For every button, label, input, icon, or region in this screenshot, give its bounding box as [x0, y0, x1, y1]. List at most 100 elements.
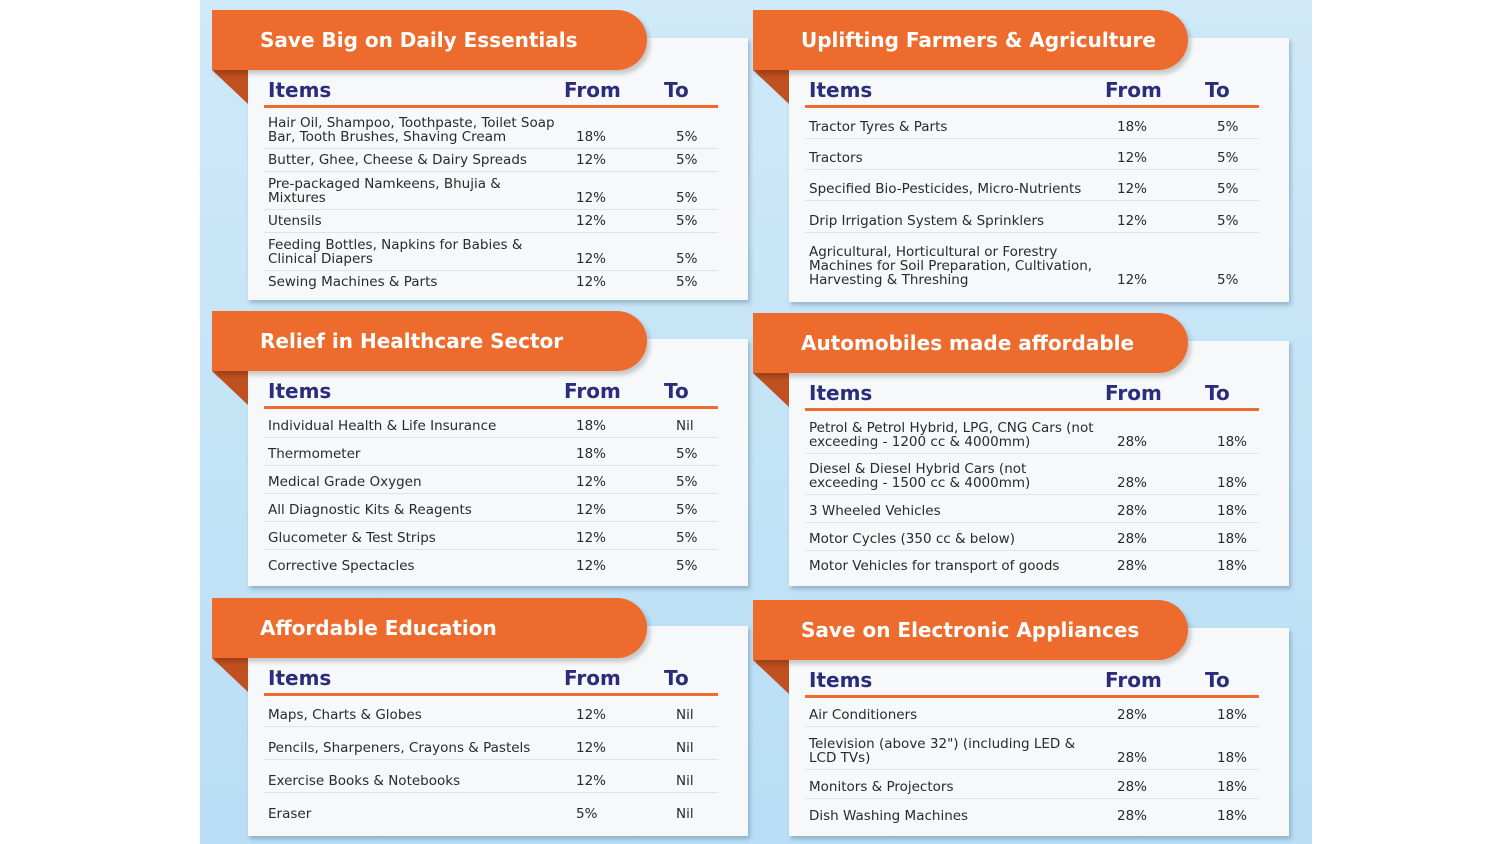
banner-fold-decoration: [212, 371, 248, 405]
column-header-to: To: [664, 77, 689, 102]
rate-from: 28%: [1117, 807, 1148, 824]
rate-to: Nil: [676, 772, 694, 789]
rate-to: 5%: [676, 274, 698, 291]
table-row: Motor Vehicles for transport of goods 28%…: [805, 556, 1259, 577]
rate-from: 12%: [1117, 272, 1148, 289]
item-name: Exercise Books & Notebooks: [268, 772, 461, 789]
banner-fold-decoration: [753, 373, 789, 407]
table-header: Items From To: [264, 662, 718, 696]
column-header-from: From: [564, 378, 621, 403]
rate-to: 18%: [1217, 475, 1248, 492]
section-6: Save on Electronic Appliances Items From To…: [753, 600, 1289, 836]
table-row: Specified Bio-Pesticides, Micro-Nutrient…: [805, 179, 1259, 202]
table-header: Items From To: [264, 74, 718, 108]
rate-from: 28%: [1117, 558, 1148, 575]
rate-from: 12%: [576, 213, 607, 230]
item-name: Tractors: [809, 150, 863, 167]
table-row: Hair Oil, Shampoo, Toothpaste, Toilet So…: [264, 113, 718, 149]
rate-to: 5%: [676, 502, 698, 518]
item-name: Pre-packaged Namkeens, Bhujia & Mixtures: [268, 175, 501, 206]
rate-from: 12%: [576, 740, 607, 757]
rate-table: Items From To Individual Health & Life Insu…: [264, 375, 718, 580]
column-header-to: To: [1205, 667, 1230, 692]
column-header-items: Items: [268, 378, 332, 403]
rate-to: Nil: [676, 740, 694, 757]
rate-to: 5%: [676, 530, 698, 546]
table-row: Tractor Tyres & Parts 18% 5%: [805, 117, 1259, 139]
rate-from: 5%: [576, 805, 598, 822]
table-row: Diesel & Diesel Hybrid Cars (not exceedi…: [805, 459, 1259, 496]
section-title-banner: Automobiles made affordable: [753, 313, 1188, 373]
rate-to: 5%: [676, 128, 698, 145]
item-name: Television (above 32") (including LED & …: [809, 736, 1076, 767]
section-title-banner: Save Big on Daily Essentials: [212, 10, 647, 70]
banner-fold-decoration: [212, 70, 248, 104]
table-row: Butter, Ghee, Cheese & Dairy Spreads 12% 5…: [264, 150, 718, 173]
rate-from: 28%: [1117, 502, 1148, 519]
rate-to: 5%: [676, 213, 698, 230]
column-header-items: Items: [809, 77, 873, 102]
rate-from: 12%: [1117, 212, 1148, 229]
column-header-items: Items: [268, 77, 332, 102]
rate-from: 18%: [576, 128, 607, 145]
rate-from: 12%: [576, 474, 607, 490]
rate-from: 12%: [1117, 150, 1148, 167]
column-header-items: Items: [268, 665, 332, 690]
rate-to: 5%: [676, 189, 698, 206]
item-name: Agricultural, Horticultural or Forestry …: [809, 244, 1093, 289]
rate-to: 5%: [1217, 150, 1239, 167]
item-name: Motor Cycles (350 cc & below): [809, 530, 1015, 547]
item-name: Diesel & Diesel Hybrid Cars (not exceedi…: [809, 461, 1031, 492]
column-header-to: To: [664, 378, 689, 403]
item-name: Dish Washing Machines: [809, 807, 969, 824]
table-row: Monitors & Projectors 28% 18%: [805, 777, 1259, 799]
item-name: Motor Vehicles for transport of goods: [809, 558, 1060, 575]
rate-from: 12%: [1117, 181, 1148, 198]
item-name: Individual Health & Life Insurance: [268, 418, 497, 434]
table-row: Pre-packaged Namkeens, Bhujia & Mixtures…: [264, 174, 718, 210]
section-title-banner: Relief in Healthcare Sector: [212, 311, 647, 371]
column-header-items: Items: [809, 380, 873, 405]
rate-from: 28%: [1117, 475, 1148, 492]
rate-table: Items From To Petrol & Petrol Hybrid, LPG, …: [805, 377, 1259, 580]
item-name: Hair Oil, Shampoo, Toothpaste, Toilet So…: [268, 114, 555, 145]
rate-to: Nil: [676, 805, 694, 822]
column-header-to: To: [1205, 77, 1230, 102]
table-row: Medical Grade Oxygen 12% 5%: [264, 472, 718, 494]
section-title-banner: Uplifting Farmers & Agriculture: [753, 10, 1188, 70]
table-body: Tractor Tyres & Parts 18% 5% Tractors 12% 5% S…: [805, 112, 1259, 296]
table-header: Items From To: [805, 377, 1259, 411]
banner-fold-decoration: [212, 658, 248, 692]
rate-from: 28%: [1117, 433, 1148, 450]
rate-table: Items From To Maps, Charts & Globes 12% Nil Pe…: [264, 662, 718, 830]
item-name: Specified Bio-Pesticides, Micro-Nutrient…: [809, 181, 1082, 198]
item-name: Petrol & Petrol Hybrid, LPG, CNG Cars (n…: [809, 419, 1094, 450]
column-header-items: Items: [809, 667, 873, 692]
table-row: Pencils, Sharpeners, Crayons & Pastels 12…: [264, 738, 718, 761]
column-header-from: From: [564, 665, 621, 690]
rate-to: 5%: [1217, 272, 1239, 289]
table-row: Feeding Bottles, Napkins for Babies & Cl…: [264, 235, 718, 271]
rate-from: 12%: [576, 189, 607, 206]
column-header-from: From: [1105, 667, 1162, 692]
item-name: Medical Grade Oxygen: [268, 474, 422, 490]
rate-from: 12%: [576, 558, 607, 574]
rate-to: 18%: [1217, 750, 1248, 767]
table-card: [248, 626, 748, 836]
rate-to: 5%: [676, 250, 698, 267]
rate-to: 5%: [676, 152, 698, 169]
item-name: Drip Irrigation System & Sprinklers: [809, 212, 1045, 229]
item-name: Tractor Tyres & Parts: [809, 118, 948, 135]
rate-table: Items From To Tractor Tyres & Parts 18% 5% Tra…: [805, 74, 1259, 296]
rate-from: 18%: [576, 418, 607, 434]
section-5: Affordable Education Items From To Maps, Cha…: [212, 598, 748, 836]
item-name: Utensils: [268, 213, 322, 230]
item-name: Pencils, Sharpeners, Crayons & Pastels: [268, 740, 531, 757]
table-row: Agricultural, Horticultural or Forestry …: [805, 242, 1259, 291]
table-card: [248, 38, 748, 300]
rate-from: 28%: [1117, 778, 1148, 795]
rate-to: 5%: [676, 446, 698, 462]
table-header: Items From To: [805, 74, 1259, 108]
rate-from: 12%: [576, 250, 607, 267]
table-header: Items From To: [264, 375, 718, 409]
